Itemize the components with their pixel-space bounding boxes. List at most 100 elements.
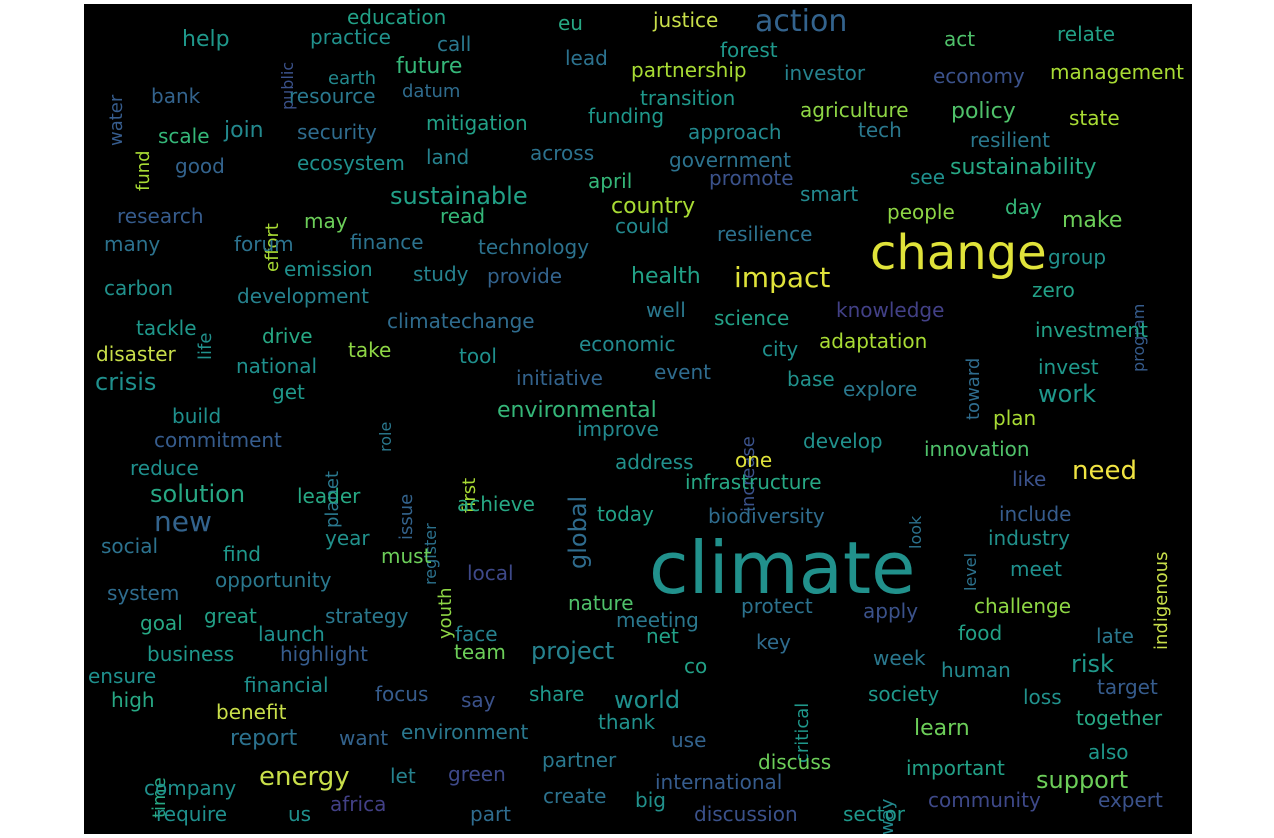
word-make: make (1062, 208, 1123, 233)
word-good: good (175, 154, 225, 178)
word-address: address (615, 450, 694, 474)
word-scale: scale (158, 124, 210, 148)
word-indigenous: indigenous (1151, 551, 1172, 650)
word-emission: emission (284, 257, 373, 281)
word-life: life (195, 332, 216, 360)
word-investor: investor (784, 61, 866, 85)
word-group: group (1048, 245, 1107, 269)
word-innovation: innovation (924, 437, 1030, 461)
word-partnership: partnership (631, 58, 747, 82)
word-look: look (906, 515, 925, 549)
word-drive: drive (262, 324, 313, 348)
word-also: also (1088, 740, 1129, 764)
word-challenge: challenge (974, 594, 1072, 618)
word-commitment: commitment (154, 428, 282, 452)
word-role: role (376, 421, 395, 452)
word-meeting: meeting (616, 608, 699, 632)
word-study: study (413, 262, 469, 286)
word-week: week (873, 646, 926, 670)
word-year: year (325, 526, 370, 550)
word-take: take (348, 338, 392, 362)
word-could: could (615, 214, 670, 238)
word-climate: climate (649, 526, 916, 610)
word-part: part (470, 802, 512, 826)
word-partner: partner (542, 748, 617, 772)
word-investment: investment (1035, 318, 1148, 342)
word-city: city (762, 337, 799, 361)
word-face: face (455, 622, 498, 646)
word-water: water (106, 94, 127, 146)
word-zero: zero (1032, 278, 1075, 302)
word-support: support (1036, 766, 1129, 794)
word-us: us (288, 802, 312, 826)
word-future: future (396, 54, 463, 79)
word-build: build (172, 404, 222, 428)
word-international: international (655, 770, 783, 794)
word-business: business (147, 642, 235, 666)
word-energy: energy (259, 762, 350, 792)
word-social: social (101, 534, 159, 558)
word-apply: apply (863, 599, 919, 623)
word-economic: economic (579, 332, 676, 356)
word-benefit: benefit (216, 700, 287, 724)
word-see: see (910, 165, 946, 189)
word-leader: leader (297, 484, 361, 508)
word-forum: forum (234, 232, 294, 256)
word-improve: improve (577, 417, 659, 441)
word-achieve: achieve (457, 492, 535, 516)
word-let: let (390, 764, 416, 788)
word-food: food (958, 621, 1003, 645)
word-youth: youth (435, 587, 456, 639)
word-government: government (669, 148, 791, 172)
word-help: help (182, 27, 230, 52)
word-issue: issue (396, 493, 417, 540)
word-cloud-canvas: climate change action help education eu justic… (84, 4, 1192, 834)
word-join: join (224, 118, 264, 143)
word-change: change (870, 225, 1047, 281)
word-relate: relate (1057, 22, 1116, 46)
word-national: national (236, 354, 318, 378)
word-level: level (961, 552, 980, 591)
word-plan: plan (993, 406, 1037, 430)
word-goal: goal (140, 611, 183, 635)
word-mitigation: mitigation (426, 111, 528, 135)
word-promote: promote (709, 166, 794, 190)
word-environmental: environmental (497, 398, 657, 423)
word-need: need (1072, 456, 1137, 486)
word-financial: financial (244, 673, 329, 697)
word-protect: protect (741, 594, 813, 618)
word-target: target (1097, 675, 1158, 699)
word-well: well (646, 298, 686, 322)
word-lead: lead (565, 46, 608, 70)
word-learn: learn (914, 716, 970, 741)
word-action: action (755, 4, 848, 39)
word-resource: resource (289, 84, 376, 108)
word-green: green (448, 762, 506, 786)
word-provide: provide (487, 264, 563, 288)
word-base: base (787, 367, 835, 391)
word-people: people (887, 200, 955, 224)
word-strategy: strategy (325, 604, 409, 628)
word-infrastructure: infrastructure (685, 470, 822, 494)
word-human: human (941, 658, 1011, 682)
word-net: net (646, 624, 679, 648)
word-sustainability: sustainability (950, 155, 1097, 180)
word-focus: focus (375, 682, 429, 706)
word-include: include (999, 502, 1072, 526)
word-carbon: carbon (104, 276, 174, 300)
word-society: society (868, 682, 940, 706)
word-datum: datum (402, 81, 461, 102)
word-highlight: highlight (280, 642, 368, 666)
word-discuss: discuss (758, 750, 832, 774)
word-reduce: reduce (130, 456, 199, 480)
word-eu: eu (558, 11, 583, 35)
word-technology: technology (478, 235, 590, 259)
word-land: land (426, 145, 470, 169)
word-state: state (1069, 106, 1120, 130)
word-resilience: resilience (717, 222, 813, 246)
word-earth: earth (328, 68, 376, 89)
word-resilient: resilient (970, 128, 1050, 152)
word-adaptation: adaptation (819, 329, 928, 353)
word-tackle: tackle (136, 316, 197, 340)
word-world: world (614, 686, 681, 714)
